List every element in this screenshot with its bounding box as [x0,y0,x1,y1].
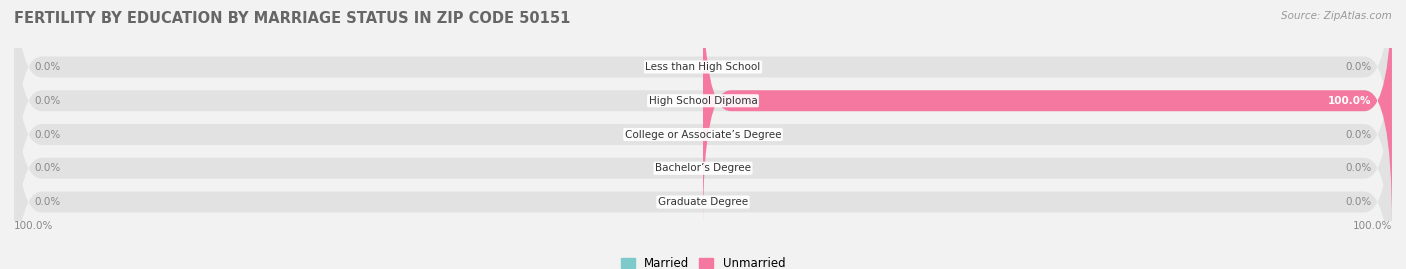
Text: 0.0%: 0.0% [1346,163,1371,173]
Text: 100.0%: 100.0% [1353,221,1392,231]
Text: Graduate Degree: Graduate Degree [658,197,748,207]
Text: College or Associate’s Degree: College or Associate’s Degree [624,129,782,140]
Text: 100.0%: 100.0% [14,221,53,231]
Text: FERTILITY BY EDUCATION BY MARRIAGE STATUS IN ZIP CODE 50151: FERTILITY BY EDUCATION BY MARRIAGE STATU… [14,11,571,26]
Text: 0.0%: 0.0% [35,197,60,207]
FancyBboxPatch shape [703,0,1392,225]
Text: 0.0%: 0.0% [35,96,60,106]
FancyBboxPatch shape [14,10,1392,259]
Text: Less than High School: Less than High School [645,62,761,72]
FancyBboxPatch shape [14,0,1392,225]
Text: Source: ZipAtlas.com: Source: ZipAtlas.com [1281,11,1392,21]
Text: Bachelor’s Degree: Bachelor’s Degree [655,163,751,173]
FancyBboxPatch shape [14,77,1392,269]
Text: 0.0%: 0.0% [35,129,60,140]
Text: 0.0%: 0.0% [1346,62,1371,72]
Text: 0.0%: 0.0% [1346,129,1371,140]
Text: 0.0%: 0.0% [35,62,60,72]
Text: 0.0%: 0.0% [35,163,60,173]
Legend: Married, Unmarried: Married, Unmarried [620,257,786,269]
FancyBboxPatch shape [14,44,1392,269]
Text: 0.0%: 0.0% [1346,197,1371,207]
Text: 100.0%: 100.0% [1327,96,1371,106]
FancyBboxPatch shape [14,0,1392,192]
Text: High School Diploma: High School Diploma [648,96,758,106]
